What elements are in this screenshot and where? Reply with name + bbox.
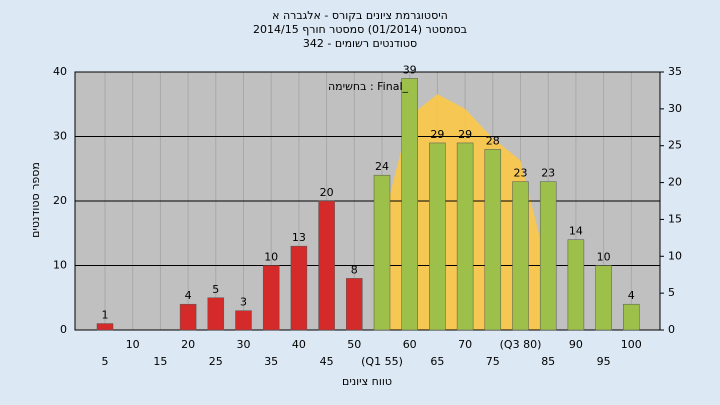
x-tick-label: 90 (569, 338, 583, 351)
data-label: 23 (514, 167, 528, 180)
x-tick-label: 60 (403, 338, 417, 351)
bar (539, 181, 557, 331)
data-label: 8 (351, 263, 358, 276)
x-tick-label: 10 (126, 338, 140, 351)
data-label: 4 (185, 289, 192, 302)
y2-tick-label: 20 (668, 176, 682, 189)
x-tick-label: 5 (102, 355, 109, 368)
bar (401, 78, 418, 331)
data-label: 10 (264, 251, 278, 264)
y2-tick-label: 35 (668, 65, 682, 78)
y-tick-label: 30 (53, 130, 67, 143)
x-tick-label: 85 (541, 355, 555, 368)
bar (567, 239, 585, 331)
bar (96, 323, 114, 331)
y-tick-label: 10 (53, 259, 67, 272)
bar (318, 200, 335, 331)
x-tick-label: (Q3 80) (500, 338, 542, 351)
x-tick-label: 100 (621, 338, 642, 351)
chart-subtitle: בסמסטר (01/2014) סמסטר חורף 2014/15 (253, 23, 467, 36)
bar (456, 142, 474, 331)
bar (484, 149, 502, 331)
data-label: 4 (628, 289, 635, 302)
bar (179, 303, 197, 331)
data-label: 24 (375, 160, 389, 173)
data-label: 13 (292, 231, 306, 244)
data-label: 29 (458, 128, 472, 141)
x-tick-label: 45 (320, 355, 334, 368)
y2-tick-label: 5 (668, 286, 675, 299)
y2-tick-label: 10 (668, 249, 682, 262)
bar (512, 181, 529, 331)
bar (429, 142, 446, 331)
bar (262, 265, 280, 331)
bar (207, 297, 225, 331)
x-tick-label: 65 (430, 355, 444, 368)
y-axis-label: מספר סטודנטים (29, 162, 42, 238)
data-label: 28 (486, 134, 500, 147)
data-label: 3 (240, 296, 247, 309)
data-label: 1 (102, 309, 109, 322)
data-label: 5 (212, 283, 219, 296)
y2-tick-label: 30 (668, 102, 682, 115)
bar (290, 245, 308, 331)
x-tick-label: 35 (264, 355, 278, 368)
bar (373, 174, 391, 331)
bar (595, 265, 612, 331)
data-label: 20 (320, 186, 334, 199)
x-tick-label: 95 (597, 355, 611, 368)
annotation: בחשימה : Final_ (328, 80, 409, 93)
bar (235, 310, 252, 331)
y2-tick-label: 25 (668, 139, 682, 152)
x-tick-label: (Q1 55) (361, 355, 403, 368)
bar (623, 303, 640, 331)
y-tick-label: 0 (60, 323, 67, 336)
y2-tick-label: 0 (668, 323, 675, 336)
y-tick-label: 20 (53, 194, 67, 207)
x-tick-label: 50 (347, 338, 361, 351)
chart-title: היסטוגרמת ציונים בקורס - אלגברה א (272, 9, 448, 22)
x-tick-label: 40 (292, 338, 306, 351)
data-label: 14 (569, 225, 583, 238)
y2-tick-label: 15 (668, 212, 682, 225)
x-tick-label: 15 (153, 355, 167, 368)
chart-subtitle: סטודנטים רשומים - 342 (303, 37, 417, 50)
x-tick-label: 75 (486, 355, 500, 368)
x-tick-label: 70 (458, 338, 472, 351)
data-label: 23 (541, 167, 555, 180)
x-tick-label: 25 (209, 355, 223, 368)
x-tick-label: 20 (181, 338, 195, 351)
data-label: 29 (430, 128, 444, 141)
x-axis-label: טווח ציונים (342, 375, 392, 388)
bar (346, 278, 363, 331)
data-label: 39 (403, 63, 417, 76)
data-label: 10 (597, 251, 611, 264)
y-tick-label: 40 (53, 65, 67, 78)
x-tick-label: 30 (237, 338, 251, 351)
